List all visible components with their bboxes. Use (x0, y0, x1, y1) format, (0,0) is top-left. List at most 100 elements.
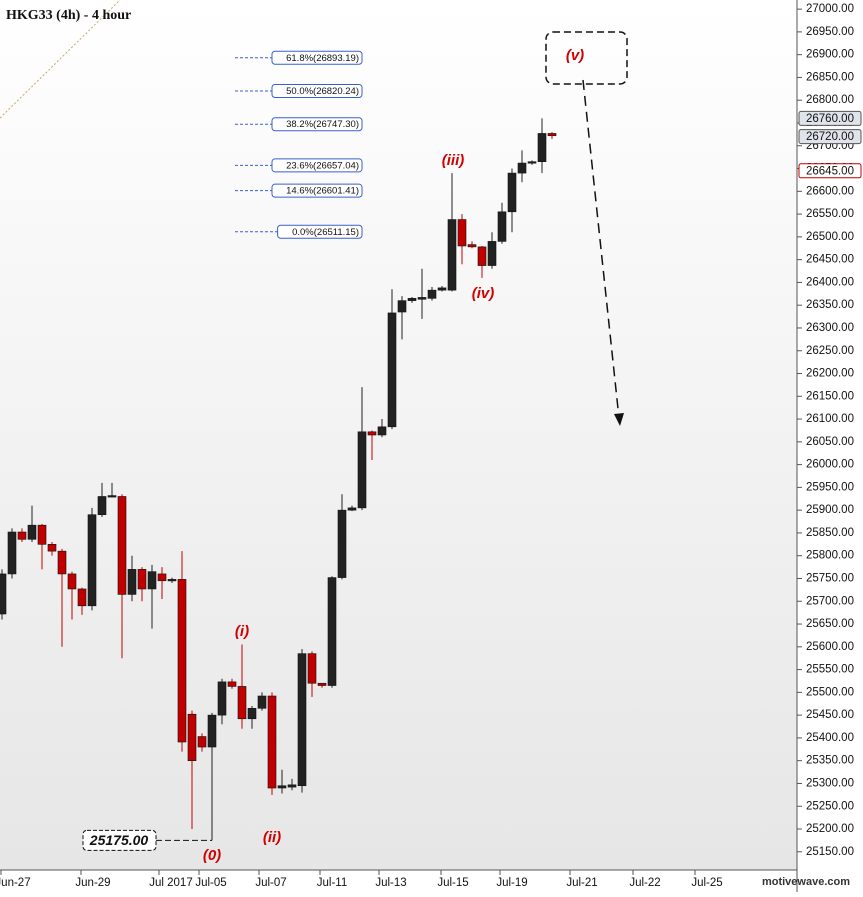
candle-body (297, 653, 307, 787)
fib-label: 61.8%(26893.19) (286, 53, 359, 64)
y-tick-label: 26200.00 (806, 368, 854, 380)
x-tick-label: Jul-13 (375, 877, 406, 889)
candle-body (427, 289, 437, 299)
candle-body (257, 695, 267, 709)
y-tick-label: 26550.00 (806, 208, 854, 220)
fib-label-box (271, 183, 363, 198)
x-tick-label: Jul-15 (437, 877, 468, 889)
wave-label: (iii) (442, 152, 465, 169)
x-tick-label: Jul-22 (629, 877, 660, 889)
low-label: 25175.00 (89, 832, 149, 848)
candle-body (457, 219, 467, 247)
y-tick-label: 26800.00 (806, 94, 854, 106)
x-tick-label: Jul-05 (195, 877, 226, 889)
y-tick-label: 25750.00 (806, 573, 854, 585)
price-marker-label: 26760.00 (806, 113, 854, 125)
y-tick-label: 26000.00 (806, 459, 854, 471)
candle-body (167, 579, 177, 582)
candle-body (237, 686, 247, 720)
y-tick-label: 26400.00 (806, 276, 854, 288)
chart-title: HKG33 (4h) - 4 hour (6, 8, 131, 23)
y-tick-label: 25350.00 (806, 755, 854, 767)
candle-body (147, 571, 157, 590)
candle-body (347, 507, 357, 511)
x-tick-label: Jun-29 (75, 877, 110, 889)
y-tick-label: 25600.00 (806, 641, 854, 653)
candle-body (187, 713, 197, 761)
fib-label: 14.6%(26601.41) (286, 186, 359, 197)
y-tick-label: 25950.00 (806, 481, 854, 493)
fib-label: 38.2%(26747.30) (286, 119, 359, 130)
fib-label-box (271, 50, 363, 65)
candle-body (547, 133, 557, 137)
candle-body (477, 246, 487, 266)
candle-body (0, 573, 7, 615)
y-tick-label: 25800.00 (806, 550, 854, 562)
price-marker-label: 26645.00 (806, 165, 854, 177)
candle-body (467, 244, 477, 248)
candle-body (37, 524, 47, 545)
y-tick-label: 26500.00 (806, 231, 854, 243)
y-tick-label: 25650.00 (806, 618, 854, 630)
candle-body (417, 297, 427, 300)
candle-body (107, 495, 117, 498)
trend-line (0, 0, 121, 119)
fib-label-box (271, 83, 363, 98)
candle-body (197, 736, 207, 748)
candle-body (357, 431, 367, 509)
watermark: motivewave.com (762, 876, 850, 888)
candle-body (87, 514, 97, 607)
wave-label: (i) (235, 623, 249, 640)
y-tick-label: 25250.00 (806, 800, 854, 812)
candle-body (487, 241, 497, 266)
y-tick-label: 25300.00 (806, 777, 854, 789)
fib-label: 23.6%(26657.04) (286, 160, 359, 171)
y-tick-label: 25400.00 (806, 732, 854, 744)
x-tick-label: Jul 2017 (149, 877, 192, 889)
x-tick-label: Jul-07 (255, 877, 286, 889)
candle-body (17, 531, 27, 540)
candle-body (317, 682, 327, 686)
y-tick-label: 25450.00 (806, 709, 854, 721)
candle-body (97, 496, 107, 516)
candle-body (307, 653, 317, 684)
y-tick-label: 25500.00 (806, 686, 854, 698)
y-tick-label: 25150.00 (806, 846, 854, 858)
candle-body (447, 219, 457, 291)
candle-body (7, 531, 17, 575)
wave-label: (iv) (472, 285, 495, 302)
price-marker (798, 110, 862, 126)
candle-body (337, 509, 347, 578)
fib-label: 50.0%(26820.24) (286, 86, 359, 97)
x-tick-label: Jul-11 (317, 877, 347, 889)
candle-body (117, 496, 127, 595)
y-tick-label: 26100.00 (806, 413, 854, 425)
price-marker-label: 26720.00 (806, 131, 854, 143)
candle-body (57, 550, 67, 575)
projection-arrow (582, 79, 620, 419)
fib-label-box (277, 224, 363, 239)
candle-body (387, 312, 397, 428)
candle-body (517, 162, 527, 174)
candle-body (227, 681, 237, 687)
candle-body (157, 573, 167, 582)
y-tick-label: 25900.00 (806, 504, 854, 516)
fib-label: 0.0%(26511.15) (292, 227, 359, 238)
candle-body (287, 784, 297, 788)
wave-label: (ii) (263, 829, 281, 846)
arrow-head (614, 413, 624, 426)
candle-body (397, 300, 407, 313)
price-marker (798, 163, 862, 179)
candle-body (407, 298, 417, 301)
y-axis-area (797, 0, 863, 892)
y-tick-label: 26300.00 (806, 322, 854, 334)
candle-body (497, 211, 507, 242)
x-tick-label: Jul-21 (566, 877, 597, 889)
y-tick-label: 25700.00 (806, 595, 854, 607)
y-tick-label: 26150.00 (806, 390, 854, 402)
target-box (545, 31, 628, 85)
y-tick-label: 26950.00 (806, 26, 854, 38)
candle-body (27, 524, 37, 540)
candle-body (77, 588, 87, 607)
